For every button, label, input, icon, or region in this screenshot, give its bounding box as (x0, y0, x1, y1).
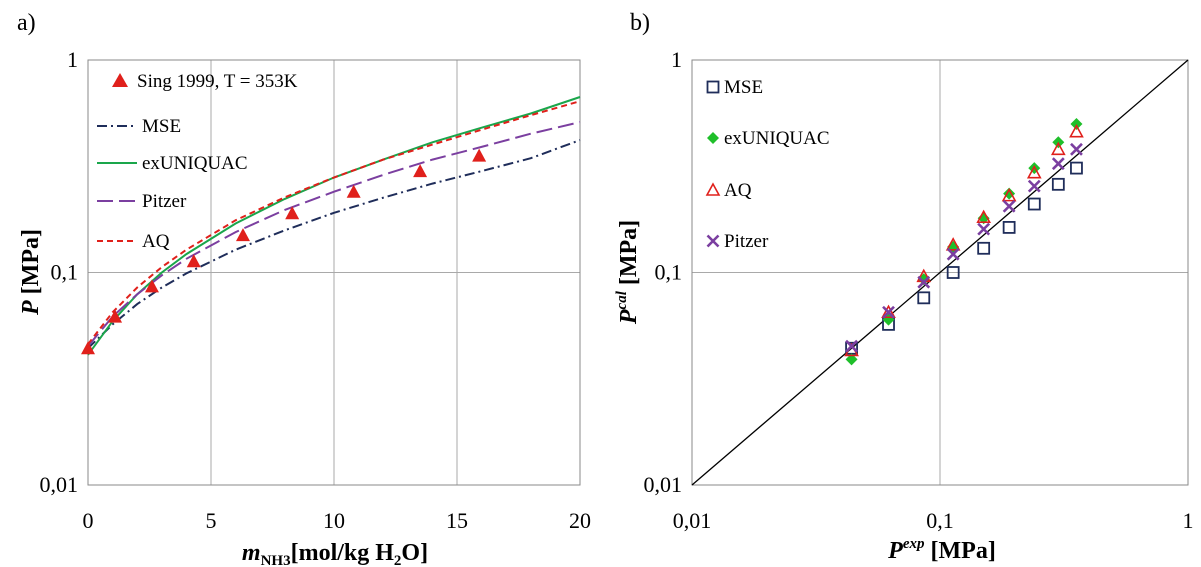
chart-a-y-tick-label: 0,01 (40, 472, 79, 497)
chart-b-data-point-pitzer (845, 339, 858, 353)
chart-b-legend-marker (706, 80, 720, 94)
chart-b-data-point-pitzer (946, 247, 960, 261)
chart-a-x-tick-label: 10 (323, 508, 345, 533)
panel-a-label: a) (17, 10, 36, 36)
chart-b-data-point-pitzer (1002, 199, 1016, 213)
chart-a-legend: Sing 1999, T = 353K MSE exUNIQUAC Pitzer AQ (97, 71, 298, 252)
chart-a-y-tick-label: 0,1 (51, 260, 79, 285)
chart-a-x-axis-unit: [mol/kg H (291, 540, 395, 566)
chart-a-data-point (186, 254, 201, 268)
chart-a-x-tick-label: 20 (569, 508, 591, 533)
chart-a-plot-frame (87, 59, 581, 486)
chart-b-legend-marker (707, 132, 719, 144)
chart-b-legend-label: Pitzer (724, 231, 769, 252)
chart-b-data-point-aq (945, 237, 961, 251)
chart-b-legend-label: MSE (724, 77, 763, 98)
chart-a-x-tick-label: 15 (446, 508, 468, 533)
chart-b-x-axis-title: Pexp [MPa] (887, 536, 996, 564)
chart-b-data-point-exuniquac (1070, 117, 1083, 130)
chart-b-legend-label: AQ (724, 180, 752, 201)
chart-b-data-point-pitzer (977, 222, 991, 236)
chart-b-legend-marker (705, 182, 721, 196)
chart-a-x-axis-subscript: NH3 (261, 553, 291, 567)
chart-b-legend-label: exUNIQUAC (724, 128, 830, 149)
chart-a-y-axis-unit: [MPa] (18, 229, 44, 300)
chart-a-x-tick-label: 0 (83, 508, 94, 533)
chart-b-parity-line (691, 59, 1189, 486)
chart-b-data-point-pitzer (917, 275, 931, 289)
chart-a-data-point (108, 309, 123, 323)
panel-b-label: b) (630, 10, 650, 36)
chart-a-x-axis-symbol: m (242, 540, 261, 566)
chart-b-series (844, 117, 1084, 366)
chart-b-data-point-aq (1069, 123, 1084, 138)
chart-a-data-point (413, 164, 428, 178)
chart-b-x-tick-label: 0,1 (926, 508, 954, 533)
chart-a-legend-marker (112, 73, 128, 87)
chart-b-x-axis-unit: [MPa] (925, 538, 996, 564)
chart-b-y-tick-label: 0,01 (644, 472, 683, 497)
chart-b-data-point-mse (1051, 177, 1065, 191)
chart-a-data-point (144, 279, 159, 293)
chart-b-ticks: 0,01 0,01 0,1 0,1 1 1 (644, 47, 1194, 533)
chart-b-data-point-pitzer (1070, 142, 1083, 156)
chart-b-data-point-mse (1070, 161, 1083, 175)
chart-b-data-point-aq (881, 304, 896, 319)
chart-b-data-point-aq (976, 209, 992, 224)
chart-a-data-point (81, 341, 95, 355)
chart-b-data-point-aq (1050, 141, 1066, 156)
chart-b-x-tick-label: 1 (1183, 508, 1194, 533)
chart-a-data-point (346, 184, 361, 198)
chart-b-legend-marker (706, 234, 720, 248)
chart-a-series-line-pitzer (87, 121, 581, 347)
chart-b-data-point-mse (946, 266, 960, 279)
chart-b-legend: MSE exUNIQUAC AQ Pitzer (705, 77, 830, 252)
chart-a-data-point (235, 228, 250, 242)
chart-b-data-point-mse (1027, 197, 1041, 211)
chart-b-y-tick-label: 0,1 (655, 260, 683, 285)
chart-a: 0 5 10 15 20 0,01 0,1 1 Sing 1999, T = 353K MSE e… (18, 47, 591, 567)
chart-b-x-axis-superscript: exp (903, 536, 925, 552)
chart-b-data-point-aq (1001, 187, 1017, 202)
chart-a-ticks: 0 5 10 15 20 0,01 0,1 1 (40, 47, 592, 533)
chart-b-y-axis-title: Pcal [MPa] (614, 220, 642, 325)
chart-a-y-axis-symbol: P (18, 300, 44, 316)
chart-a-x-axis-unit-end: O] (401, 540, 428, 566)
chart-a-data-point (285, 206, 300, 220)
chart-b: 0,01 0,01 0,1 0,1 1 1 MSE exUNIQUAC AQ Pitzer Pe… (614, 47, 1194, 564)
chart-a-series-line-aq (87, 100, 581, 345)
chart-a-series-line-mse (87, 139, 581, 350)
chart-a-legend-label: AQ (142, 231, 170, 252)
chart-b-x-axis-symbol: P (887, 538, 903, 564)
chart-a-legend-label: exUNIQUAC (142, 153, 248, 174)
chart-b-data-point-exuniquac (845, 353, 858, 366)
chart-a-x-axis-title: mNH3[mol/kg H2O] (242, 540, 428, 567)
chart-b-data-point-pitzer (882, 305, 895, 319)
chart-b-y-axis-unit: [MPa] (616, 220, 642, 291)
chart-b-data-point-pitzer (1027, 179, 1041, 193)
chart-a-series (81, 96, 581, 356)
chart-b-plot-frame (691, 59, 1189, 486)
chart-b-y-axis-superscript: cal (614, 290, 630, 309)
chart-a-legend-label: MSE (142, 116, 181, 137)
chart-b-data-point-mse (1002, 221, 1016, 234)
chart-a-grid (88, 60, 580, 485)
chart-b-y-tick-label: 1 (671, 47, 682, 72)
chart-a-data-point (472, 148, 487, 162)
chart-a-x-axis-subscript-2: 2 (394, 553, 402, 567)
chart-b-data-point-pitzer (1051, 157, 1065, 171)
chart-b-x-tick-label: 0,01 (673, 508, 712, 533)
chart-b-data-point-mse (977, 241, 991, 255)
chart-b-data-point-aq (1026, 164, 1042, 179)
chart-a-y-axis-title: P [MPa] (18, 229, 44, 316)
chart-a-legend-label: Sing 1999, T = 353K (137, 71, 298, 92)
chart-b-y-axis-symbol: P (616, 309, 642, 325)
chart-a-x-tick-label: 5 (206, 508, 217, 533)
chart-b-data-point-mse (917, 291, 931, 305)
chart-a-legend-label: Pitzer (142, 191, 187, 212)
chart-a-y-tick-label: 1 (67, 47, 78, 72)
